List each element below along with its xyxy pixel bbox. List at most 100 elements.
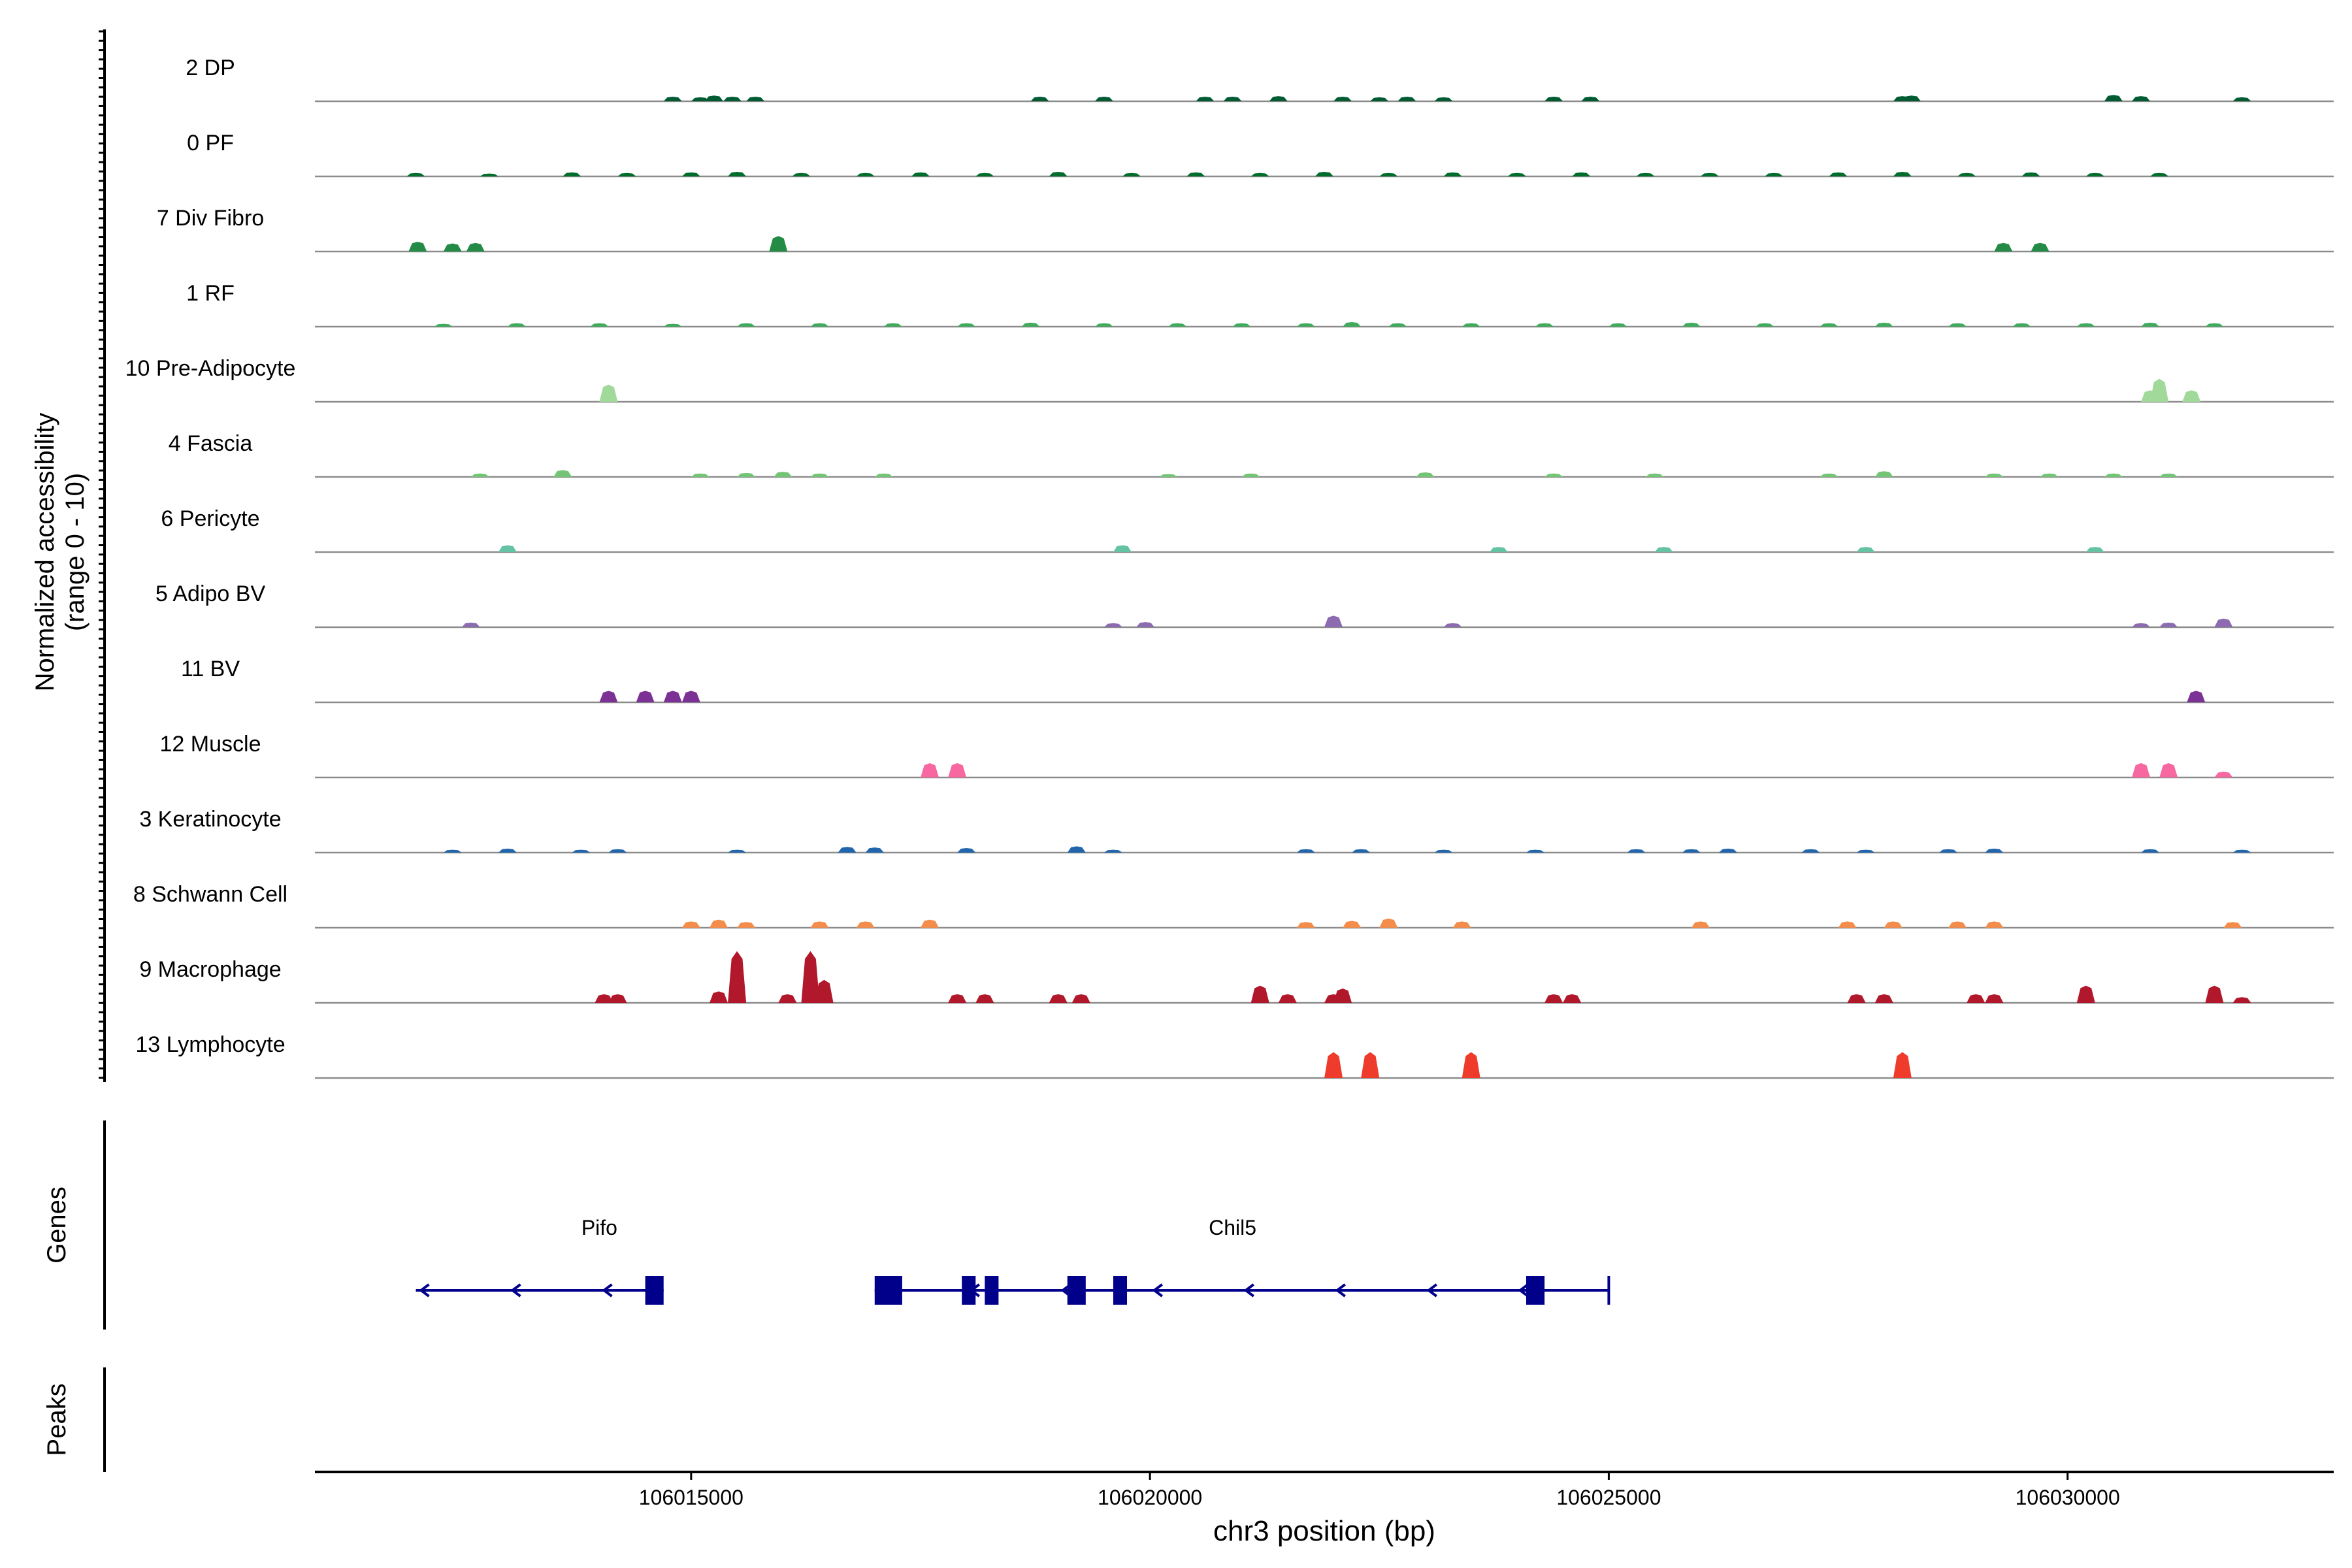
gene-model: Chil5 — [874, 1216, 1609, 1305]
y-axis-ticks — [99, 30, 105, 1079]
gene-exon — [1067, 1276, 1086, 1305]
accessibility-peak — [975, 994, 994, 1003]
accessibility-peak — [774, 472, 792, 477]
accessibility-peak — [681, 921, 700, 928]
accessibility-peak — [1159, 474, 1178, 477]
accessibility-peak — [1324, 1052, 1343, 1078]
strand-arrow — [602, 1283, 613, 1298]
strand-arrow — [1426, 1283, 1437, 1298]
track-label: 2 DP — [186, 56, 235, 80]
accessibility-peak — [2150, 172, 2169, 176]
accessibility-peak — [1682, 322, 1701, 327]
accessibility-peak — [2085, 547, 2104, 552]
accessibility-peak — [2021, 172, 2040, 176]
coverage-track: 10 Pre-Adipocyte — [125, 356, 2334, 403]
x-axis-ticks: 106015000 106020000 106025000 106030000 — [639, 1472, 2120, 1509]
accessibility-peak — [815, 979, 834, 1003]
accessibility-peak — [1049, 994, 1068, 1003]
accessibility-peak — [792, 172, 811, 176]
accessibility-peak — [1049, 171, 1068, 176]
accessibility-peak — [1186, 172, 1205, 176]
accessibility-peak — [856, 172, 875, 176]
gene-name-label: Pifo — [581, 1216, 617, 1239]
accessibility-peak — [1609, 323, 1627, 327]
accessibility-peak — [2132, 763, 2151, 777]
accessibility-peak — [408, 242, 427, 252]
accessibility-peak — [737, 472, 756, 477]
accessibility-peak — [2132, 623, 2151, 627]
accessibility-peak — [2076, 985, 2095, 1003]
accessibility-peak — [691, 97, 710, 101]
accessibility-peak — [599, 691, 618, 702]
accessibility-peak — [1967, 994, 1985, 1003]
accessibility-peak — [1948, 921, 1967, 928]
accessibility-peak — [838, 847, 857, 853]
accessibility-peak — [1343, 921, 1362, 928]
accessibility-peak — [2223, 922, 2242, 928]
accessibility-peak — [480, 173, 498, 176]
track-label: 0 PF — [187, 131, 234, 155]
peaks-panel-label: Peaks — [42, 1383, 71, 1456]
accessibility-peak — [1388, 323, 1407, 327]
accessibility-peak — [1241, 473, 1260, 477]
accessibility-peak — [434, 323, 453, 327]
accessibility-peak — [553, 470, 572, 477]
accessibility-peak — [1168, 323, 1187, 327]
accessibility-peak — [1333, 988, 1352, 1003]
accessibility-peak — [1756, 323, 1774, 327]
accessibility-peak — [2012, 323, 2031, 327]
accessibility-peak — [2031, 242, 2050, 252]
track-label: 3 Keratinocyte — [139, 807, 281, 832]
accessibility-peak — [2232, 849, 2251, 853]
accessibility-peak — [2159, 622, 2178, 627]
accessibility-peak — [1874, 322, 1893, 327]
accessibility-peak — [1581, 96, 1600, 101]
gene-exon — [1113, 1276, 1128, 1305]
accessibility-peak — [1416, 472, 1435, 477]
accessibility-peak — [778, 994, 797, 1003]
accessibility-peak — [1535, 323, 1554, 327]
accessibility-peak — [2132, 96, 2151, 101]
accessibility-peak — [1462, 1052, 1480, 1078]
accessibility-peak — [810, 473, 829, 477]
coverage-track: 11 BV — [181, 657, 2334, 704]
accessibility-peak — [1902, 95, 1921, 101]
accessibility-peak — [1361, 1052, 1380, 1078]
accessibility-peak — [1296, 922, 1315, 928]
coverage-track: 4 Fascia — [169, 431, 2334, 478]
accessibility-peak — [874, 473, 893, 477]
accessibility-peak — [921, 919, 939, 928]
coverage-track: 1 RF — [186, 281, 2334, 328]
x-axis-tick-label: 106015000 — [639, 1486, 743, 1509]
track-label: 5 Adipo BV — [155, 581, 266, 606]
accessibility-peak — [1296, 323, 1315, 327]
coverage-track: 2 DP — [186, 56, 2334, 103]
accessibility-peak — [498, 545, 517, 552]
accessibility-peak — [810, 921, 829, 928]
accessibility-peak — [2159, 763, 2178, 777]
accessibility-peak — [1122, 172, 1141, 176]
accessibility-peak — [1563, 994, 1582, 1003]
accessibility-peak — [1434, 849, 1453, 853]
accessibility-peak — [2076, 323, 2095, 327]
accessibility-peak — [769, 236, 788, 252]
accessibility-peak — [921, 763, 939, 777]
y-axis-label-line1: Normalized accessibility — [31, 413, 59, 692]
accessibility-peak — [883, 323, 902, 327]
coverage-track: 9 Macrophage — [139, 951, 2334, 1004]
accessibility-peak — [737, 323, 756, 327]
accessibility-peak — [1250, 985, 1269, 1003]
x-axis-tick-label: 106025000 — [1556, 1486, 1661, 1509]
accessibility-peak — [948, 763, 967, 777]
accessibility-peak — [728, 171, 747, 176]
accessibility-peak — [1223, 96, 1242, 101]
accessibility-peak — [2187, 691, 2206, 702]
accessibility-peak — [681, 691, 700, 702]
accessibility-peak — [975, 172, 994, 176]
x-axis-tick-label: 106020000 — [1098, 1486, 1202, 1509]
accessibility-peak — [1700, 172, 1719, 176]
accessibility-peak — [801, 951, 820, 1003]
accessibility-peak — [728, 951, 747, 1003]
accessibility-peak — [1379, 172, 1398, 176]
